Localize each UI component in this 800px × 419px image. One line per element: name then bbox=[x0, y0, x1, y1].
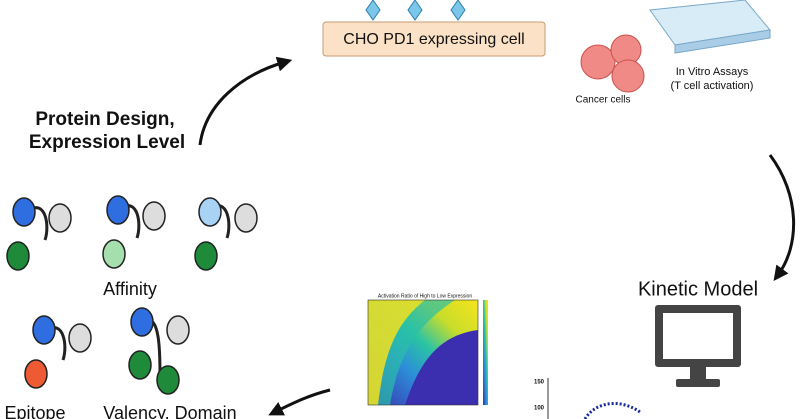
arrow bbox=[268, 388, 331, 416]
assay-subtitle: (T cell activation) bbox=[671, 80, 754, 92]
kinetic-label: Kinetic Model bbox=[638, 278, 758, 300]
arrow bbox=[198, 56, 293, 146]
bottom-label: Valency, Domain bbox=[103, 403, 236, 419]
affinity-label: Affinity bbox=[103, 279, 157, 299]
design-line: Expression Level bbox=[29, 132, 185, 153]
tick-label: 150 bbox=[534, 380, 545, 386]
heatmap-title: Activation Ratio of High to Low Expressi… bbox=[378, 293, 472, 299]
heatmap bbox=[367, 299, 488, 406]
bottom-label: Epitope bbox=[4, 403, 65, 419]
monitor-icon bbox=[655, 305, 741, 387]
cell-label: CHO PD1 expressing cell bbox=[343, 31, 524, 48]
assay-title: In Vitro Assays bbox=[676, 66, 749, 78]
assay-plate bbox=[649, 0, 771, 54]
receptors bbox=[365, 0, 466, 21]
small-plot: 150 100 bbox=[534, 378, 641, 419]
cancer-label: Cancer cells bbox=[575, 95, 630, 106]
design-line: Protein Design, bbox=[35, 109, 174, 130]
arrow bbox=[768, 154, 795, 282]
cell bbox=[322, 21, 546, 57]
molecules bbox=[6, 195, 258, 395]
cancer-cells bbox=[580, 34, 645, 93]
tick-label: 100 bbox=[534, 406, 545, 412]
